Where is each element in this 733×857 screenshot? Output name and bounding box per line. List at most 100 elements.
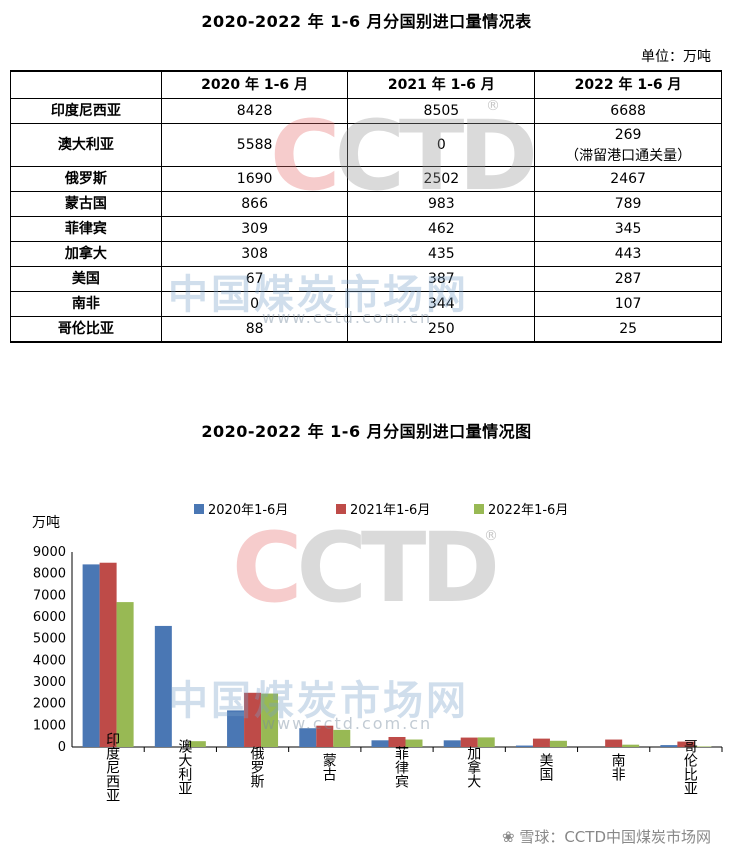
value-cell-2020: 308 <box>160 241 349 267</box>
y-tick-label: 3000 <box>33 675 66 690</box>
y-tick-label: 7000 <box>33 588 66 603</box>
value-cell-2022: 345 <box>534 216 722 242</box>
country-cell: 澳大利亚 <box>10 123 162 167</box>
bar-0-3 <box>299 728 317 747</box>
value-cell-2022: 2467 <box>534 166 722 192</box>
value-cell-2022: 287 <box>534 266 722 292</box>
y-tick-label: 1000 <box>33 718 66 733</box>
bar-0-0 <box>82 564 100 747</box>
y-tick-label: 8000 <box>33 567 66 582</box>
table-row: 南非 0 344 107 <box>10 291 722 317</box>
table-row: 美国 67 387 287 <box>10 266 722 292</box>
x-category-label: 哥伦比亚 <box>682 739 698 795</box>
country-cell: 俄罗斯 <box>10 166 162 192</box>
x-category-label: 蒙古 <box>321 753 337 781</box>
table-row: 澳大利亚 5588 0 269 （滞留港口通关量） <box>10 123 722 167</box>
bar-2-3 <box>333 729 351 747</box>
bar-2-8 <box>694 746 712 747</box>
y-tick-label: 0 <box>58 740 66 755</box>
x-category-label: 南非 <box>610 753 626 781</box>
table-row: 加拿大 308 435 443 <box>10 241 722 267</box>
country-cell: 哥伦比亚 <box>10 316 162 343</box>
table-row: 印度尼西亚 8428 8505 6688 <box>10 98 722 124</box>
value-cell-2021: 435 <box>347 241 536 267</box>
table-header-row: 2020 年 1-6 月 2021 年 1-6 月 2022 年 1-6 月 <box>10 70 722 99</box>
table-row: 蒙古国 866 983 789 <box>10 191 722 217</box>
value-cell-2021: 8505 <box>347 98 536 124</box>
country-cell: 南非 <box>10 291 162 317</box>
bar-1-5 <box>460 737 478 747</box>
value-cell-2021: 344 <box>347 291 536 317</box>
country-cell: 印度尼西亚 <box>10 98 162 124</box>
bar-2-0 <box>116 602 134 747</box>
y-tick-label: 2000 <box>33 697 66 712</box>
bar-0-4 <box>371 740 389 747</box>
value-cell-2020: 0 <box>160 291 349 317</box>
value-cell-2020: 866 <box>160 191 349 217</box>
bar-2-5 <box>477 737 495 747</box>
y-tick-label: 5000 <box>33 632 66 647</box>
country-cell: 美国 <box>10 266 162 292</box>
country-cell: 蒙古国 <box>10 191 162 217</box>
bar-2-7 <box>622 744 640 747</box>
country-cell: 菲律宾 <box>10 216 162 242</box>
y-tick-label: 4000 <box>33 653 66 668</box>
value-cell-2022: 6688 <box>534 98 722 124</box>
value-cell-2021: 462 <box>347 216 536 242</box>
x-category-label: 澳大利亚 <box>176 739 192 795</box>
y-tick-label: 6000 <box>33 610 66 625</box>
value-cell-2020: 88 <box>160 316 349 343</box>
y-tick-label: 9000 <box>33 545 66 560</box>
value-cell-2022: 789 <box>534 191 722 217</box>
legend-swatch-0 <box>194 504 204 514</box>
bar-1-4 <box>388 736 406 747</box>
bar-1-8 <box>677 741 695 747</box>
unit-note: 单位：万吨 <box>641 49 711 65</box>
table-title: 2020-2022 年 1-6 月分国别进口量情况表 <box>201 12 532 31</box>
bar-0-8 <box>660 745 678 747</box>
value-cell-2021: 387 <box>347 266 536 292</box>
bar-1-3 <box>316 725 334 747</box>
bar-0-5 <box>443 740 461 747</box>
value-cell-2020: 67 <box>160 266 349 292</box>
value-cell-2022: 269 （滞留港口通关量） <box>534 123 722 167</box>
header-2022: 2022 年 1-6 月 <box>534 70 722 99</box>
x-category-label: 印度尼西亚 <box>104 732 120 802</box>
bar-2-2 <box>261 693 279 747</box>
header-2020: 2020 年 1-6 月 <box>160 70 349 99</box>
table-body: 印度尼西亚 8428 8505 6688 澳大利亚 5588 0 269 （滞留港口通关量） 俄罗… <box>10 98 722 343</box>
bar-chart: 万吨 0 1000 2000 3000 4000 5000 6000 7000 8000 9000 2… <box>32 503 723 802</box>
legend-label-2: 2022年1-6月 <box>488 503 568 518</box>
bar-2-6 <box>549 740 567 747</box>
value-cell-2021: 0 <box>347 123 536 167</box>
value-cell-2021: 983 <box>347 191 536 217</box>
footer-source: ❀ 雪球：CCTD中国煤炭市场网 <box>502 828 711 846</box>
bar-1-6 <box>532 738 550 747</box>
value-cell-2020: 5588 <box>160 123 349 167</box>
value-cell-2022: 107 <box>534 291 722 317</box>
value-cell-2020: 8428 <box>160 98 349 124</box>
x-category-label: 菲律宾 <box>393 746 409 788</box>
bar-1-2 <box>244 692 262 747</box>
y-axis-label: 万吨 <box>32 515 60 531</box>
table-row: 哥伦比亚 88 250 25 <box>10 316 722 343</box>
bar-0-6 <box>515 745 533 747</box>
country-cell: 加拿大 <box>10 241 162 267</box>
bar-0-2 <box>227 710 245 747</box>
x-category-label: 美国 <box>537 753 553 781</box>
bar-2-4 <box>405 739 423 747</box>
chart-title: 2020-2022 年 1-6 月分国别进口量情况图 <box>201 422 532 441</box>
import-table: 2020 年 1-6 月 2021 年 1-6 月 2022 年 1-6 月 印… <box>10 70 722 343</box>
value-cell-2022: 25 <box>534 316 722 343</box>
legend-label-0: 2020年1-6月 <box>208 503 288 518</box>
legend-swatch-1 <box>336 504 346 514</box>
bar-1-0 <box>99 562 117 747</box>
value-cell-2021: 2502 <box>347 166 536 192</box>
table-row: 俄罗斯 1690 2502 2467 <box>10 166 722 192</box>
bar-0-1 <box>154 625 172 747</box>
value-text: 269 <box>614 127 642 143</box>
x-category-label: 加拿大 <box>465 746 481 788</box>
legend-swatch-2 <box>474 504 484 514</box>
value-cell-2022: 443 <box>534 241 722 267</box>
value-cell-2020: 309 <box>160 216 349 242</box>
